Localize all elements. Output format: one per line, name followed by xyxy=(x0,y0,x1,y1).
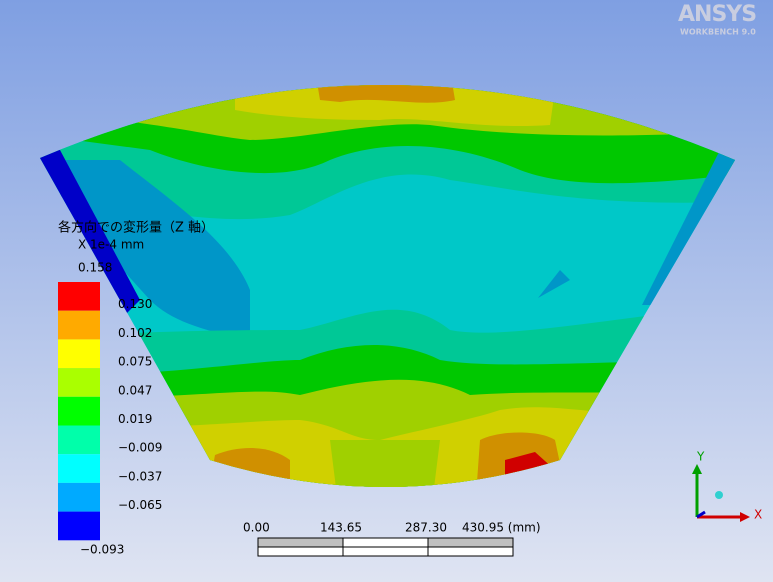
legend-swatch xyxy=(58,339,100,369)
legend-label: 0.130 xyxy=(118,297,152,311)
legend-swatch xyxy=(58,425,100,455)
legend-swatch xyxy=(58,396,100,426)
legend: 0.158 0.130 0.102 0.075 0.047 0.019 −0.009 −0.0… xyxy=(58,261,162,557)
logo-brand: ANSYS xyxy=(678,2,756,27)
logo-product: WORKBENCH 9.0 xyxy=(680,28,756,37)
legend-label: 0.019 xyxy=(118,412,152,426)
scale-label: 430.95 (mm) xyxy=(462,521,541,535)
legend-label: 0.075 xyxy=(118,355,152,369)
axis-triad xyxy=(692,464,750,522)
legend-label: −0.093 xyxy=(80,543,124,557)
legend-swatch xyxy=(58,282,100,311)
triad-label-y: Y xyxy=(696,450,705,464)
scale-label: 287.30 xyxy=(405,521,447,535)
legend-label: 0.102 xyxy=(118,326,152,340)
scale-label: 0.00 xyxy=(243,521,270,535)
legend-swatch xyxy=(58,482,100,512)
legend-unit: X 1e-4 mm xyxy=(78,238,144,252)
legend-swatch xyxy=(58,511,100,541)
legend-label: −0.009 xyxy=(118,441,162,455)
legend-swatch xyxy=(58,310,100,340)
scale-label: 143.65 xyxy=(320,521,362,535)
legend-label: 0.158 xyxy=(78,261,112,275)
legend-label: −0.037 xyxy=(118,469,162,483)
legend-swatch xyxy=(58,368,100,397)
triad-label-x: X xyxy=(754,508,762,522)
legend-label: 0.047 xyxy=(118,383,152,397)
scale-bar xyxy=(257,537,514,557)
legend-swatch xyxy=(58,454,100,483)
legend-label: −0.065 xyxy=(118,498,162,512)
legend-title: 各方向での変形量（Z 軸） xyxy=(58,220,214,236)
